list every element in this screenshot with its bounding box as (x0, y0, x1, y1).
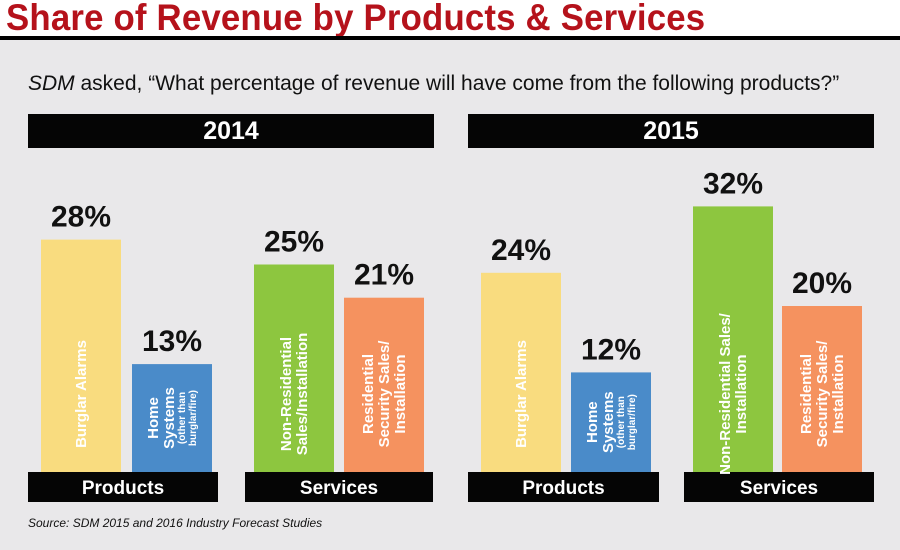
question-publication: SDM (28, 72, 75, 95)
value-label: 25% (264, 226, 324, 259)
bar (132, 364, 212, 472)
source-note: Source: SDM 2015 and 2016 Industry Forec… (28, 516, 323, 530)
bar (481, 272, 561, 472)
bar-label-group: Residential Security Sales/Installation (798, 340, 847, 448)
bar (254, 264, 334, 472)
bar-label-line: Installation (830, 354, 847, 433)
year-header-2014: 2014 (28, 114, 434, 148)
bar (41, 239, 121, 472)
bar-sublabel-line: burglar/fire) (188, 390, 199, 446)
group-label-bar (684, 472, 874, 502)
bar-label-line: Burglar Alarms (513, 340, 530, 448)
bar-label-group: Non-Residential Sales/Installation (717, 312, 750, 475)
question-text: asked, “What percentage of revenue will … (74, 72, 840, 95)
bar-label-group: Burglar Alarms (513, 340, 530, 448)
bar-label-line: Installation (392, 354, 409, 433)
group-label: Products (82, 478, 164, 499)
value-label: 24% (491, 234, 551, 267)
survey-question: SDM asked, “What percentage of revenue w… (28, 72, 839, 96)
group-label-bar (245, 472, 433, 502)
bar-label-line: Sales/Installation (294, 333, 311, 456)
bar (571, 372, 651, 472)
bar-label-line: Burglar Alarms (73, 340, 90, 448)
group-label-bar (28, 472, 218, 502)
header: Share of Revenue by Products & Services (0, 0, 900, 40)
group-label-bar (468, 472, 659, 502)
chart-title: Share of Revenue by Products & Services (6, 0, 706, 38)
bar-sublabel-line: (other than (177, 392, 188, 444)
bar-label-line: Security Sales/ (376, 340, 393, 448)
group-label: Products (522, 478, 604, 499)
bar-label-line: Non-Residential Sales/ (717, 312, 734, 475)
title-rule (0, 36, 900, 40)
value-label: 21% (354, 259, 414, 292)
bar-label-line: Installation (733, 354, 750, 433)
bar (693, 206, 773, 472)
group-label: Services (300, 478, 378, 499)
bar-label-group: Residential Security Sales/Installation (360, 340, 409, 448)
value-label: 12% (581, 333, 641, 366)
group-label: Services (740, 478, 818, 499)
bar-label-line: Home (145, 397, 162, 439)
bar (782, 306, 862, 472)
year-header-2015: 2015 (468, 114, 874, 148)
value-label: 13% (142, 325, 202, 358)
bar-sublabel-line: burglar/fire) (627, 394, 638, 450)
bar (344, 297, 424, 472)
bar-label-line: Residential (360, 354, 377, 434)
value-label: 20% (792, 267, 852, 300)
bar-label-line: Systems (161, 387, 178, 449)
bar-label-line: Residential (798, 354, 815, 434)
bar-label-group: Home Systems (other than burglar/fire) (584, 391, 638, 453)
bar-label-line: Systems (600, 391, 617, 453)
bar-label-group: Home Systems (other than burglar/fire) (145, 387, 199, 449)
bar-sublabel-line: (other than (616, 396, 627, 448)
bar-label-line: Security Sales/ (814, 340, 831, 448)
value-label: 32% (703, 167, 763, 200)
bar-label-line: Non-Residential (278, 337, 295, 451)
bar-label-group: Burglar Alarms (73, 340, 90, 448)
bar-label-line: Home (584, 401, 601, 443)
value-label: 28% (51, 201, 111, 234)
bar-label-group: Non-Residential Sales/Installation (278, 333, 311, 456)
